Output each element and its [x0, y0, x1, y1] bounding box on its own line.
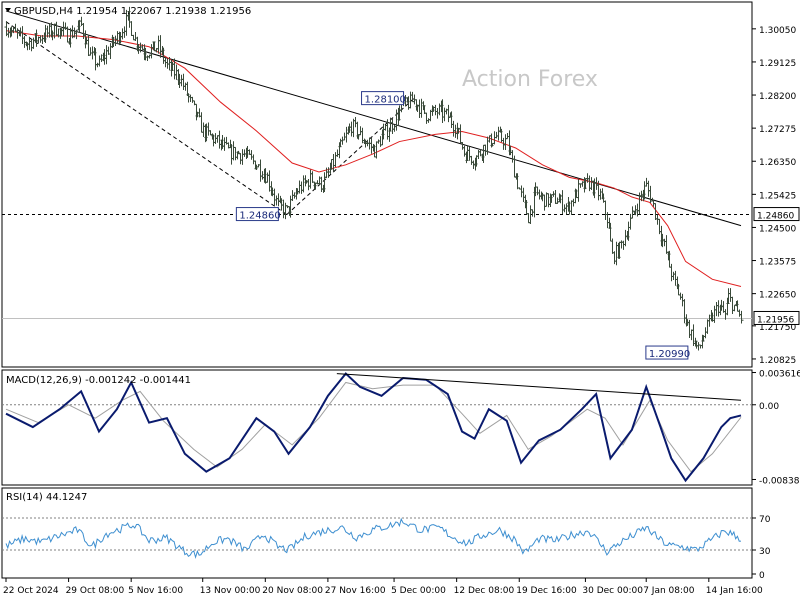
macd-y-tick-label: 0.00 [759, 402, 779, 412]
x-tick-label: 14 Jan 16:00 [706, 586, 763, 596]
x-tick-label: 12 Dec 08:00 [454, 586, 515, 596]
x-tick-label: 13 Nov 00:00 [200, 586, 261, 596]
macd-series-signal [5, 381, 742, 473]
y-tick-label: 1.30050 [759, 26, 796, 36]
trendline-0 [5, 10, 742, 227]
annotation-label-0: 1.28100 [365, 95, 406, 106]
watermark-text: Action Forex [462, 67, 598, 92]
y-tick-label: 1.23575 [759, 258, 796, 268]
y-tick-label: 1.21750 [759, 323, 796, 333]
price-axis-tag-1 [753, 310, 800, 325]
y-tick-label: 1.28200 [759, 92, 796, 102]
rsi-series-line [5, 517, 742, 560]
macd-trendline-0 [336, 373, 742, 401]
rsi-y-tick-label: 0 [759, 571, 765, 581]
annotation-box-0 [361, 91, 405, 106]
price-axis-tag-label-0: 1.24860 [757, 212, 794, 222]
pane-frame-2 [1, 487, 753, 579]
x-tick-label: 27 Nov 16:00 [325, 586, 386, 596]
pane-frame-1 [1, 369, 753, 486]
price-axis-tag-0 [753, 207, 800, 222]
y-tick-label: 1.24500 [759, 224, 796, 234]
x-tick-label: 22 Oct 2024 [3, 586, 59, 596]
y-tick-label: 1.25425 [759, 191, 796, 201]
rsi-y-tick-label: 70 [759, 515, 771, 525]
x-tick-label: 5 Dec 00:00 [391, 586, 446, 596]
macd-y-tick-label: 0.003616 [759, 370, 800, 380]
pane-frame-0 [1, 1, 753, 368]
y-tick-label: 1.26350 [759, 158, 796, 168]
x-tick-label: 20 Nov 08:00 [262, 586, 323, 596]
price-axis-tag-label-1: 1.21956 [757, 315, 794, 325]
chevron-down-icon [5, 8, 11, 12]
y-tick-label: 1.27275 [759, 125, 796, 135]
y-tick-label: 1.22650 [759, 291, 796, 301]
x-tick-label: 5 Nov 16:00 [128, 586, 183, 596]
rsi-title: RSI(14) 44.1247 [6, 492, 87, 503]
annotation-box-2 [645, 345, 689, 360]
x-tick-label: 19 Dec 16:00 [516, 586, 577, 596]
trendline-2 [286, 98, 415, 215]
y-tick-label: 1.29125 [759, 59, 796, 69]
x-tick-label: 29 Oct 08:00 [66, 586, 125, 596]
annotation-label-1: 1.24860 [239, 211, 280, 222]
annotation-label-2: 1.20990 [649, 349, 690, 360]
macd-title: MACD(12,26,9) -0.001242 -0.001441 [6, 375, 191, 386]
main-chart-title: GBPUSD,H4 1.21954 1.22067 1.21938 1.2195… [14, 6, 251, 17]
y-tick-label: 1.20825 [759, 356, 796, 366]
rsi-y-tick-label: 30 [759, 547, 771, 557]
annotation-box-1 [235, 207, 279, 222]
x-tick-label: 30 Dec 00:00 [582, 586, 643, 596]
macd-series-macd [5, 372, 742, 483]
trendline-1 [5, 21, 288, 215]
x-tick-label: 7 Jan 08:00 [643, 586, 695, 596]
moving-average-line [5, 30, 742, 287]
macd-y-tick-label: -0.00838 [759, 476, 800, 486]
